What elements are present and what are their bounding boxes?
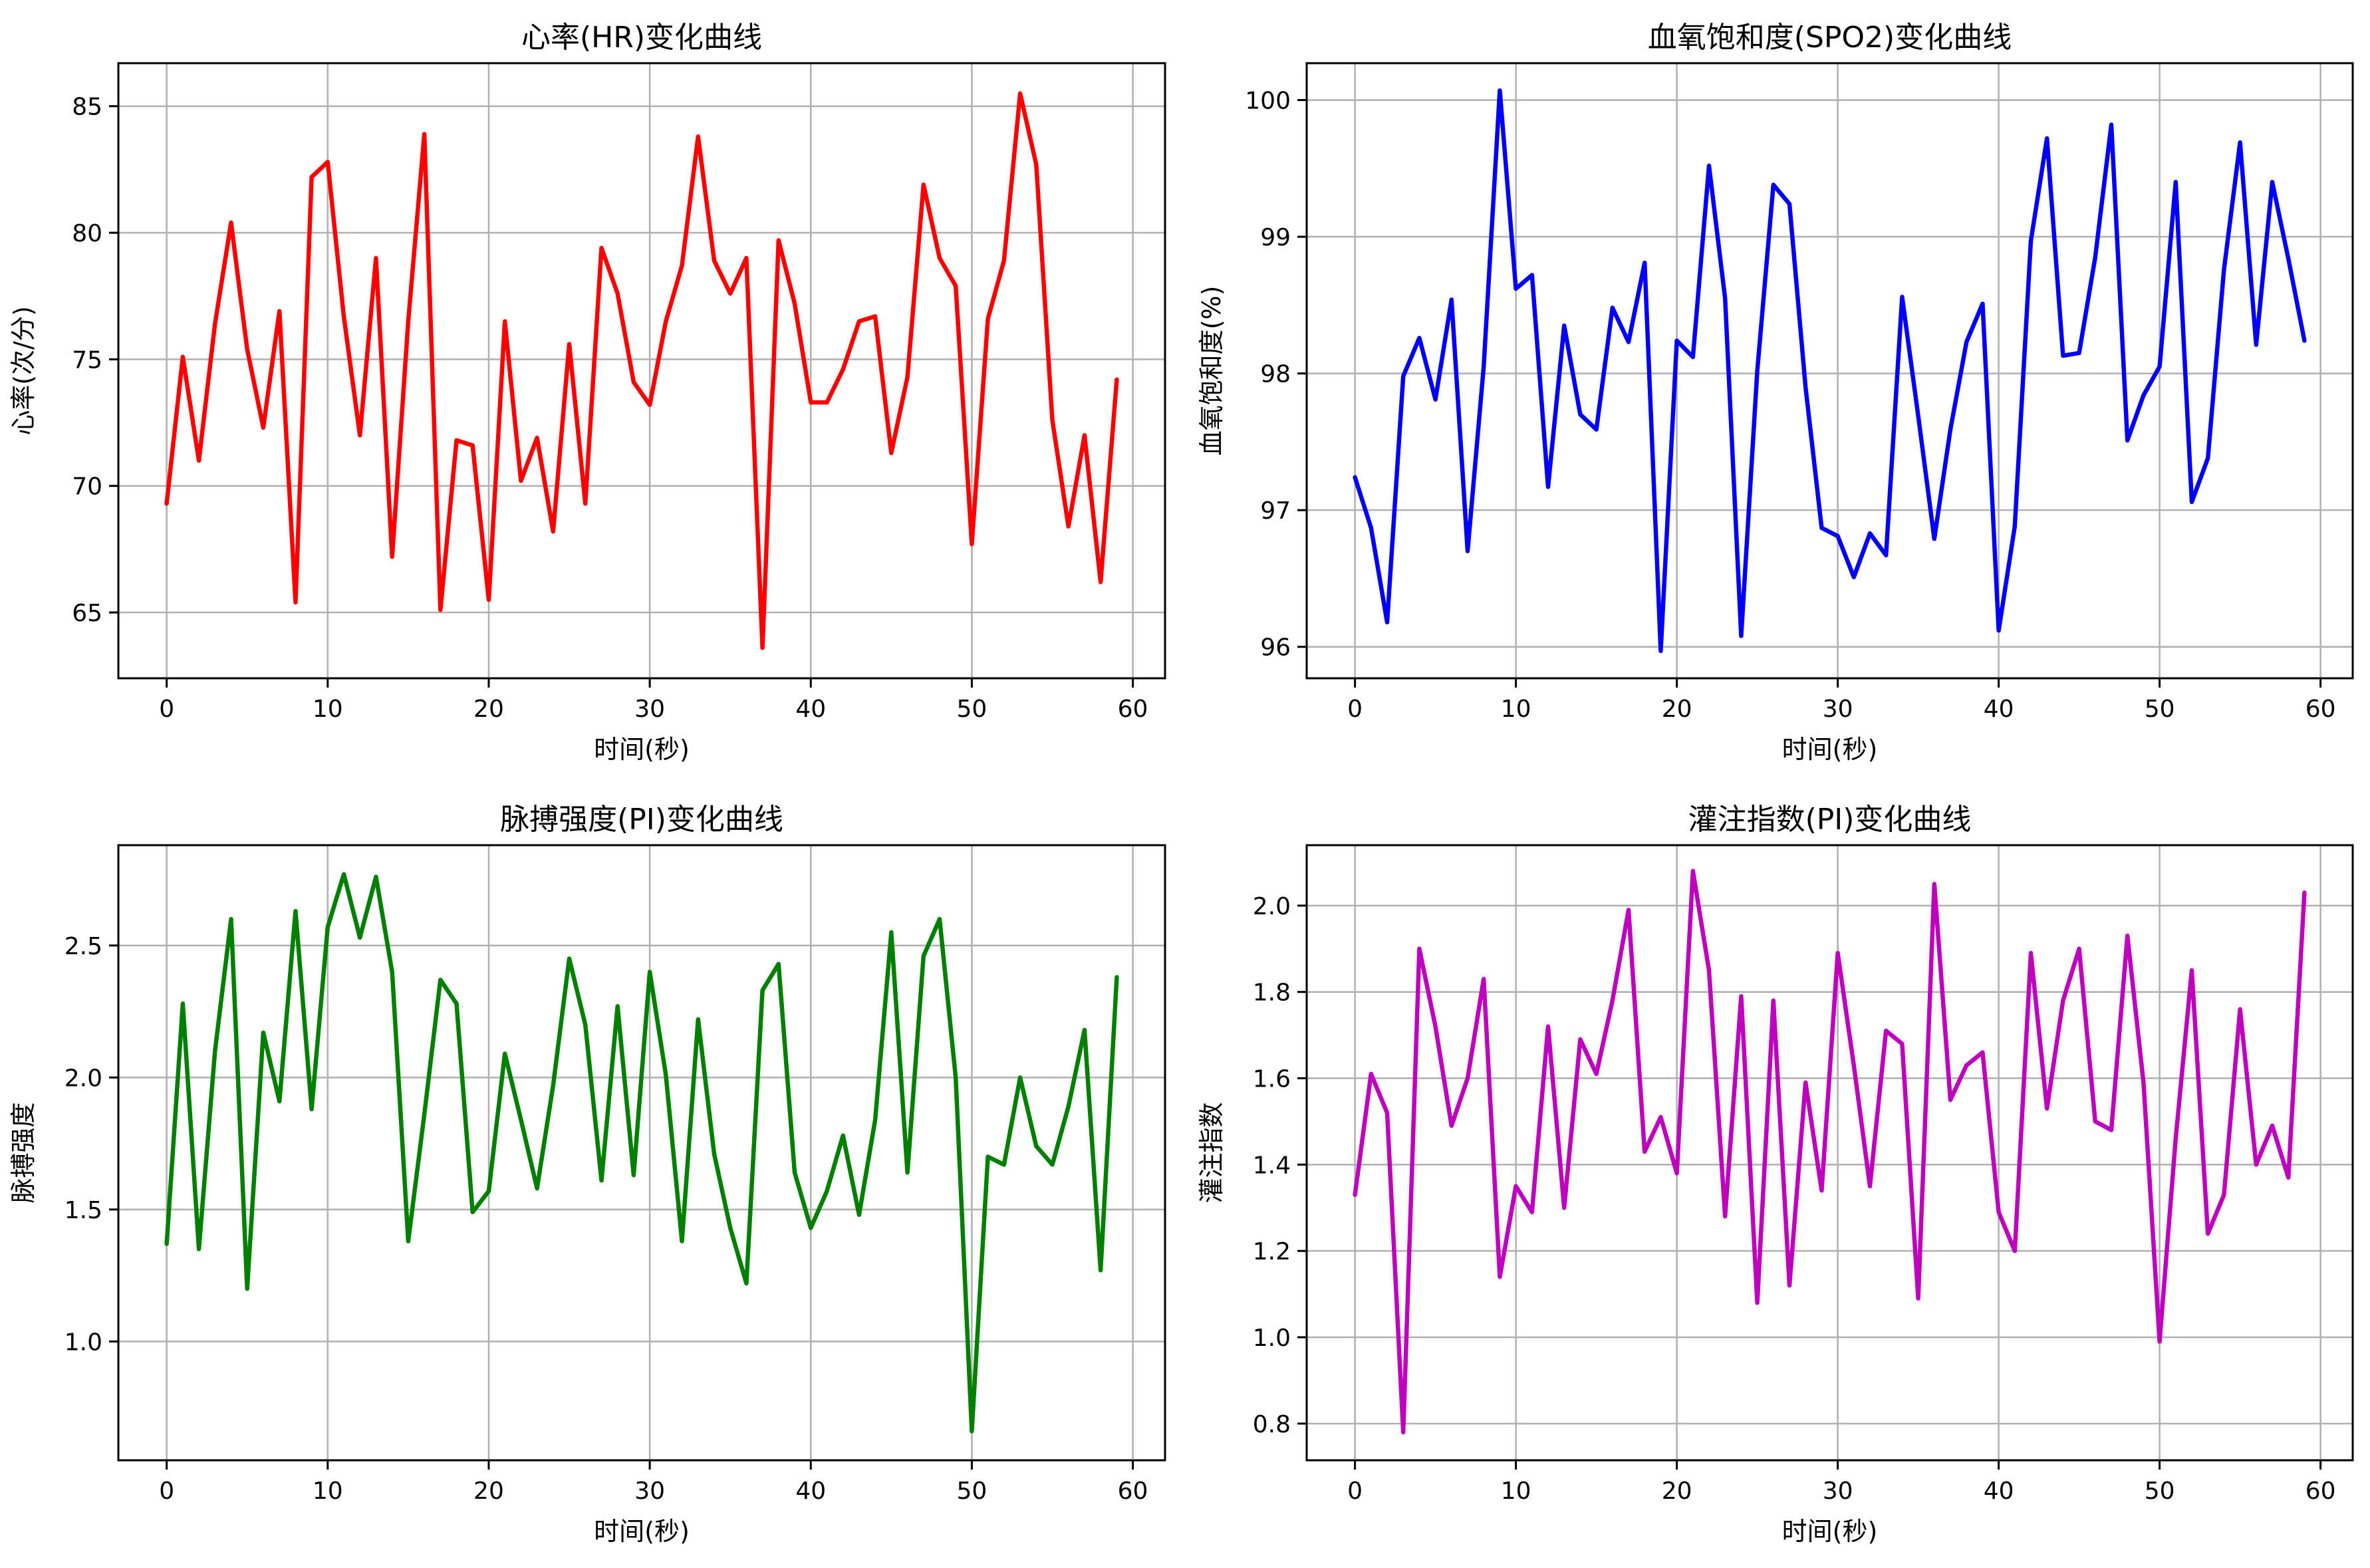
grid bbox=[1307, 63, 2353, 678]
x-tick-label: 20 bbox=[473, 696, 504, 723]
series-line-1-1 bbox=[164, 91, 1119, 650]
x-tick-label: 20 bbox=[1662, 1478, 1692, 1505]
x-tick-label: 0 bbox=[1347, 696, 1363, 723]
x-tick-label: 30 bbox=[1823, 696, 1853, 723]
x-tick-label: 0 bbox=[159, 1478, 174, 1505]
y-tick-label: 1.6 bbox=[1253, 1066, 1291, 1093]
x-tick-label: 10 bbox=[1501, 1478, 1531, 1505]
y-axis-label: 灌注指数 bbox=[1197, 1102, 1226, 1203]
y-tick-label: 85 bbox=[72, 94, 102, 121]
x-tick-label: 60 bbox=[1118, 1478, 1148, 1505]
axes-frame bbox=[1305, 62, 2354, 680]
x-tick-label: 30 bbox=[634, 696, 665, 723]
chart-title: 血氧饱和度(SPO2)变化曲线 bbox=[1648, 21, 2012, 55]
y-tick-label: 65 bbox=[72, 600, 102, 627]
x-tick-label: 50 bbox=[2145, 1478, 2175, 1505]
y-axis-label: 血氧饱和度(%) bbox=[1197, 286, 1226, 456]
x-axis-label: 时间(秒) bbox=[1782, 735, 1878, 764]
x-tick-label: 10 bbox=[313, 696, 343, 723]
series-line-4-1 bbox=[1353, 868, 2307, 1435]
x-tick-label: 60 bbox=[2305, 1478, 2336, 1505]
series-line-3-1 bbox=[164, 872, 1119, 1434]
y-tick-label: 1.0 bbox=[1253, 1325, 1291, 1352]
x-tick-label: 40 bbox=[795, 1478, 826, 1505]
y-tick-label: 1.0 bbox=[65, 1329, 102, 1356]
x-axis-label: 时间(秒) bbox=[594, 735, 690, 764]
x-tick-label: 60 bbox=[2305, 696, 2336, 723]
chart-panel-2: 0 10 20 30 40 50 60 96 97 98 99 100 血氧饱和度(SPO2)变化曲线时… bbox=[1197, 21, 2354, 764]
y-tick-label: 100 bbox=[1245, 88, 1291, 115]
y-tick-label: 97 bbox=[1260, 497, 1291, 525]
x-tick-label: 50 bbox=[957, 696, 988, 723]
x-tick-label: 30 bbox=[1823, 1478, 1853, 1505]
x-tick-label: 40 bbox=[1984, 1478, 2014, 1505]
grid bbox=[118, 63, 1165, 678]
axes-frame bbox=[117, 844, 1166, 1462]
x-axis-label: 时间(秒) bbox=[1782, 1517, 1878, 1546]
axes-frame bbox=[1305, 844, 2354, 1462]
x-tick-label: 50 bbox=[2145, 696, 2175, 723]
y-tick-label: 1.8 bbox=[1253, 980, 1291, 1007]
y-tick-label: 98 bbox=[1260, 361, 1291, 388]
y-tick-label: 0.8 bbox=[1253, 1411, 1291, 1438]
y-axis-label: 脉搏强度 bbox=[9, 1102, 38, 1203]
chart-title: 心率(HR)变化曲线 bbox=[521, 21, 762, 55]
x-tick-label: 0 bbox=[1347, 1478, 1363, 1505]
y-tick-label: 2.0 bbox=[65, 1065, 102, 1092]
chart-panel-4: 0 10 20 30 40 50 60 0.8 1.0 1.2 1.4 1.6 1.8 2.0 灌注指数(P… bbox=[1197, 803, 2354, 1546]
x-tick-label: 60 bbox=[1118, 696, 1148, 723]
x-tick-label: 10 bbox=[1501, 696, 1531, 723]
y-axis-label: 心率(次/分) bbox=[9, 306, 38, 435]
series-line-2-1 bbox=[1353, 88, 2307, 654]
x-tick-label: 20 bbox=[1662, 696, 1692, 723]
x-tick-label: 20 bbox=[473, 1478, 504, 1505]
chart-panel-3: 0 10 20 30 40 50 60 1.0 1.5 2.0 2.5 脉搏强度(PI)变化曲线时间(… bbox=[9, 803, 1166, 1546]
chart-title: 脉搏强度(PI)变化曲线 bbox=[500, 803, 783, 837]
x-tick-label: 40 bbox=[1984, 696, 2014, 723]
x-axis-label: 时间(秒) bbox=[594, 1517, 690, 1546]
axes-frame bbox=[117, 62, 1166, 680]
x-tick-label: 50 bbox=[957, 1478, 988, 1505]
x-tick-label: 40 bbox=[795, 696, 826, 723]
x-tick-label: 10 bbox=[313, 1478, 343, 1505]
y-tick-label: 1.2 bbox=[1253, 1238, 1291, 1265]
chart-title: 灌注指数(PI)变化曲线 bbox=[1688, 803, 1972, 837]
x-tick-label: 0 bbox=[159, 696, 174, 723]
y-tick-label: 99 bbox=[1260, 224, 1291, 251]
y-tick-label: 70 bbox=[72, 473, 102, 501]
y-tick-label: 96 bbox=[1260, 634, 1291, 662]
x-tick-label: 30 bbox=[634, 1478, 665, 1505]
y-tick-label: 2.5 bbox=[65, 933, 102, 960]
y-tick-label: 75 bbox=[72, 346, 102, 374]
y-tick-label: 2.0 bbox=[1253, 893, 1291, 920]
y-tick-label: 80 bbox=[72, 220, 102, 247]
grid bbox=[1307, 845, 2353, 1460]
y-tick-label: 1.4 bbox=[1253, 1152, 1291, 1179]
y-tick-label: 1.5 bbox=[65, 1197, 102, 1224]
